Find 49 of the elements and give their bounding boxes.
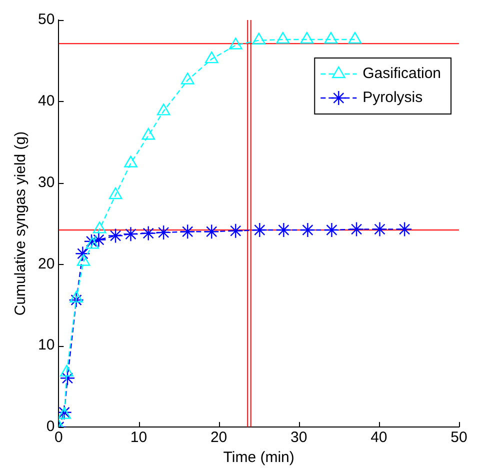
point	[228, 38, 242, 50]
y-tick-label: 50	[38, 11, 55, 28]
point	[324, 32, 338, 44]
y-tick-label: 0	[46, 418, 55, 436]
point	[108, 187, 122, 200]
x-tick-label: 20	[210, 429, 228, 446]
point	[156, 224, 172, 240]
point	[300, 32, 314, 44]
point	[204, 224, 220, 240]
x-tick-label: 50	[450, 429, 468, 446]
x-axis-title: Time (min)	[223, 449, 294, 466]
y-axis-title: Cumulative syngas yield (g)	[12, 131, 30, 316]
point	[142, 128, 156, 140]
point	[300, 222, 316, 238]
point	[76, 254, 90, 266]
point	[108, 228, 124, 244]
point	[60, 370, 76, 386]
legend-label: Gasification	[362, 65, 442, 82]
point	[124, 156, 138, 168]
y-tick-label: 10	[38, 336, 55, 354]
point	[68, 292, 84, 308]
point	[276, 222, 292, 238]
point	[123, 226, 138, 242]
point	[372, 222, 388, 237]
point	[180, 224, 196, 240]
x-tick-label: 30	[290, 429, 308, 446]
point	[276, 32, 290, 44]
point	[252, 32, 266, 44]
point	[140, 226, 156, 241]
y-tick-label: 30	[38, 174, 55, 191]
point	[204, 51, 218, 64]
point	[84, 234, 100, 250]
point	[348, 222, 364, 237]
point	[91, 232, 106, 248]
point	[396, 222, 412, 237]
point	[228, 223, 244, 238]
point	[86, 237, 99, 249]
point	[252, 222, 268, 238]
point	[156, 104, 170, 116]
y-tick-label: 20	[38, 255, 55, 272]
x-tick-label: 40	[370, 429, 388, 446]
y-tick-label: 40	[38, 92, 55, 110]
point	[92, 222, 106, 234]
point	[75, 246, 90, 262]
legend-label: Pyrolysis	[362, 89, 423, 106]
point	[180, 72, 194, 84]
point	[324, 222, 340, 238]
x-tick-label: 10	[130, 429, 148, 446]
point	[348, 32, 362, 44]
